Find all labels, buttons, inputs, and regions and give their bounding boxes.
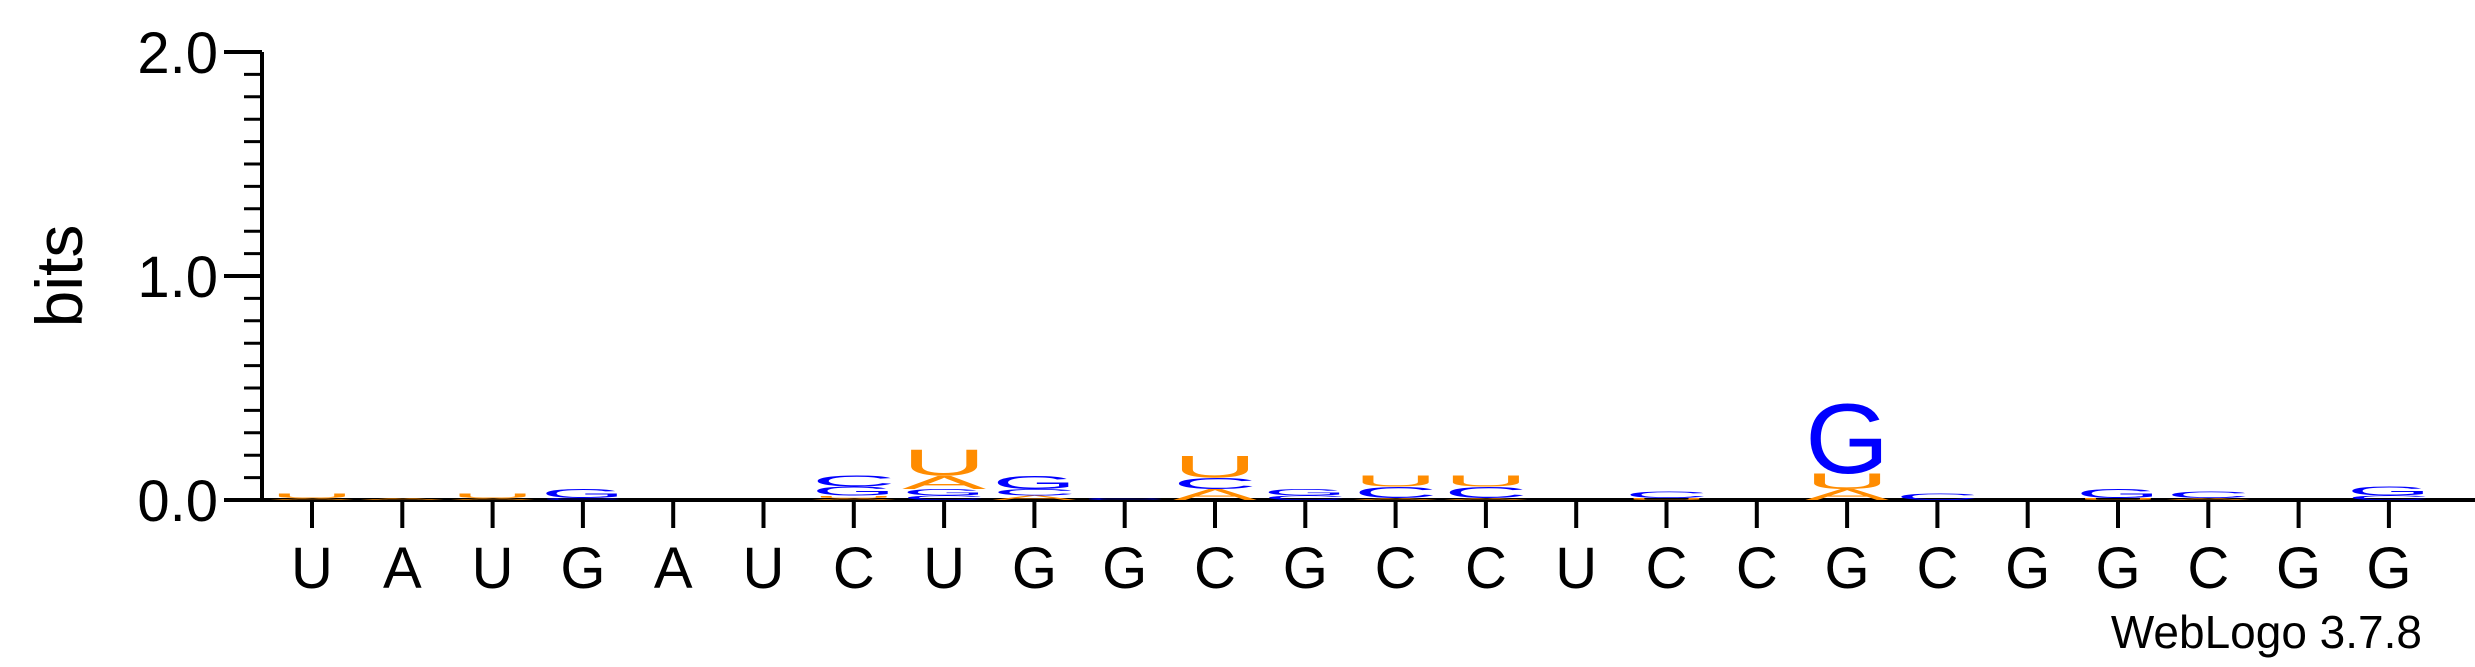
x-tick-label: U (472, 536, 514, 601)
logo-letter: A (1805, 486, 1889, 503)
logo-letter: G (541, 487, 625, 501)
y-tick-label: 0.0 (137, 469, 218, 534)
logo-letter: A (2166, 497, 2251, 500)
footnote: WebLogo 3.7.8 (2111, 606, 2422, 658)
x-tick-label: G (2005, 536, 2050, 601)
logo-letter: G (1805, 384, 1889, 495)
x-tick-label: U (291, 536, 333, 601)
logo-letter: G (1263, 487, 1347, 497)
logo-letter: C (902, 494, 986, 501)
x-tick-label: C (1646, 536, 1688, 601)
logo-letter: G (2076, 487, 2160, 501)
logo-letter: C (992, 487, 1076, 497)
x-tick-label: A (654, 536, 693, 601)
logo-letter: C (1083, 497, 1167, 500)
logo-letter: C (1625, 489, 1709, 499)
logo-letter: C (541, 497, 625, 500)
logo-letter: A (1173, 486, 1257, 503)
y-axis-label: bits (22, 225, 96, 328)
logo-letter: G (902, 487, 986, 497)
x-tick-label: C (1465, 536, 1507, 601)
x-tick-label: C (1736, 536, 1778, 601)
x-tick-label: U (1555, 536, 1597, 601)
y-tick-label: 1.0 (137, 245, 218, 310)
x-tick-label: C (833, 536, 875, 601)
x-tick-label: G (1102, 536, 1147, 601)
logo-letter: C (1173, 475, 1257, 492)
logo-letter: C (1895, 492, 1979, 502)
logo-letter: A (1354, 497, 1439, 500)
logo-letter: A (360, 497, 445, 500)
logo-letter: U (2076, 497, 2160, 500)
logo-letter: U (1173, 449, 1257, 484)
logo-letter: A (451, 497, 536, 500)
logo-letter: A (270, 497, 355, 500)
x-tick-label: C (1916, 536, 1958, 601)
x-tick-label: C (1194, 536, 1236, 601)
x-tick-label: U (743, 536, 785, 601)
y-tick-label: 2.0 (137, 21, 218, 86)
logo-letter: U (902, 442, 986, 484)
logo-letter: A (902, 472, 986, 493)
x-tick-label: A (383, 536, 422, 601)
logo-letter: C (2166, 489, 2250, 499)
x-tick-label: G (2276, 536, 2321, 601)
x-tick-label: G (2366, 536, 2411, 601)
logo-letter: C (1444, 484, 1528, 501)
logo-letter: C (1354, 484, 1438, 501)
x-tick-label: G (560, 536, 605, 601)
logo-letter: U (1625, 497, 1709, 500)
x-tick-label: G (1283, 536, 1328, 601)
logo-letter: C (1263, 494, 1347, 501)
logo-letter: U (1805, 469, 1889, 493)
logo-letter: C (812, 473, 896, 490)
x-tick-label: G (1825, 536, 1870, 601)
x-tick-label: G (2095, 536, 2140, 601)
logo-letter: A (992, 494, 1077, 501)
x-tick-label: G (1012, 536, 1057, 601)
logo-letter: G (992, 472, 1076, 493)
logo-letter: U (451, 492, 535, 499)
logo-letter: U (1444, 473, 1528, 490)
logo-letter: G (812, 484, 896, 498)
x-tick-label: C (2187, 536, 2229, 601)
logo-letter: U (270, 492, 354, 499)
logo-letter: A (1444, 497, 1529, 500)
logo-letter: G (2347, 484, 2431, 498)
logo-letter: C (2347, 494, 2431, 501)
x-tick-label: U (923, 536, 965, 601)
logo-letter: U (1354, 473, 1438, 490)
logo-letter: A (812, 497, 897, 500)
logo-letter: U (812, 495, 896, 498)
x-tick-label: C (1375, 536, 1417, 601)
